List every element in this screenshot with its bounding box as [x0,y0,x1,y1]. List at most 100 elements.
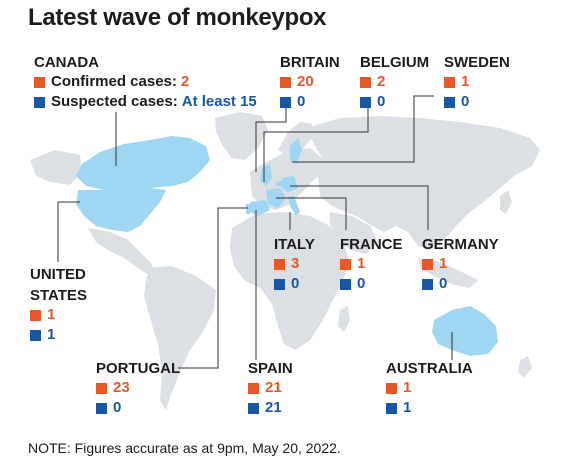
leader-portugal [178,207,248,369]
suspected-square-icon [360,96,371,108]
confirmed-value: 3 [291,255,300,272]
country-name: CANADA [34,54,99,71]
leader-britain [255,108,287,172]
southeast-asia [418,258,478,288]
suspected-value: 0 [357,275,366,292]
suspected-row: 0 [360,92,429,112]
confirmed-row: 2 [360,72,429,92]
suspected-row: 0 [96,398,180,418]
confirmed-value: 20 [297,73,314,90]
leader-sweden [292,95,434,163]
country-name: PORTUGAL [96,360,181,377]
suspected-square-icon [274,278,285,290]
confirmed-square-icon [280,76,291,88]
australia-shape [432,306,498,356]
confirmed-square-icon [444,76,455,88]
confirmed-value: 1 [47,306,56,323]
label-canada: CANADA Confirmed cases: 2 Suspected case… [34,54,257,112]
germany-shape [282,176,298,192]
portugal-shape [246,204,250,214]
label-germany: GERMANY 1 0 [422,236,499,294]
suspected-value: At least 15 [181,93,257,110]
confirmed-row: 1 [444,72,510,92]
confirmed-value: 1 [403,379,412,396]
suspected-value: 1 [403,399,412,416]
belgium-shape [276,180,282,186]
suspected-square-icon [34,96,45,108]
confirmed-value: 1 [461,73,470,90]
suspected-square-icon [96,402,107,414]
suspected-square-icon [30,329,41,341]
confirmed-row: Confirmed cases: 2 [34,72,257,92]
suspected-value: 0 [377,93,386,110]
suspected-value: 1 [47,326,56,343]
suspected-row: 21 [248,398,293,418]
confirmed-value: 21 [265,379,282,396]
suspected-square-icon [340,278,351,290]
country-name: GERMANY [422,236,499,253]
confirmed-row: 3 [274,254,315,274]
suspected-square-icon [422,278,433,290]
label-italy: ITALY 3 0 [274,236,315,294]
asia [300,116,540,250]
confirmed-square-icon [386,382,397,394]
madagascar [338,306,350,332]
label-britain: BRITAIN 20 0 [280,54,340,112]
suspected-value: 0 [113,399,122,416]
confirmed-value: 23 [113,379,130,396]
suspected-square-icon [248,402,259,414]
middle-east [330,212,378,254]
new-zealand [518,356,532,378]
confirmed-row: 1 [386,378,473,398]
suspected-square-icon [386,402,397,414]
label-australia: AUSTRALIA 1 1 [386,360,473,418]
confirmed-square-icon [248,382,259,394]
suspected-row: 0 [280,92,340,112]
confirmed-row: 21 [248,378,293,398]
confirmed-label: Confirmed cases: [51,73,177,90]
usa-shape [76,188,166,232]
land-masses [30,112,540,410]
britain-shape [260,164,272,186]
leader-france [276,197,347,230]
country-name: ITALY [274,236,315,253]
footnote: NOTE: Figures accurate as at 9pm, May 20… [28,440,341,456]
confirmed-value: 1 [357,255,366,272]
japan [500,190,512,214]
alaska [30,150,82,185]
confirmed-value: 1 [439,255,448,272]
sweden-shape [290,138,302,164]
label-sweden: SWEDEN 1 0 [444,54,510,112]
confirmed-square-icon [274,258,285,270]
country-name-line2: STATES [30,287,87,304]
label-france: FRANCE 1 0 [340,236,403,294]
suspected-value: 21 [265,399,282,416]
confirmed-square-icon [340,258,351,270]
suspected-row: 0 [274,274,315,294]
confirmed-row: 1 [30,305,87,325]
greenland [215,112,268,160]
country-name: SWEDEN [444,54,510,71]
suspected-square-icon [444,96,455,108]
confirmed-row: 23 [96,378,180,398]
country-name: FRANCE [340,236,403,253]
affected-countries [76,136,498,356]
country-name-line1: UNITED [30,266,86,283]
leader-belgium [263,108,369,182]
leader-us [57,201,80,262]
country-name: SPAIN [248,360,293,377]
spain-shape [250,200,270,216]
suspected-row: 0 [444,92,510,112]
suspected-row: 0 [340,274,403,294]
suspected-row: 1 [386,398,473,418]
confirmed-square-icon [422,258,433,270]
suspected-value: 0 [291,275,300,292]
page-title: Latest wave of monkeypox [28,4,327,31]
confirmed-row: 1 [340,254,403,274]
italy-shape [288,196,300,216]
suspected-value: 0 [461,93,470,110]
country-name: AUSTRALIA [386,360,473,377]
confirmed-value: 2 [180,73,190,90]
confirmed-square-icon [34,76,45,88]
